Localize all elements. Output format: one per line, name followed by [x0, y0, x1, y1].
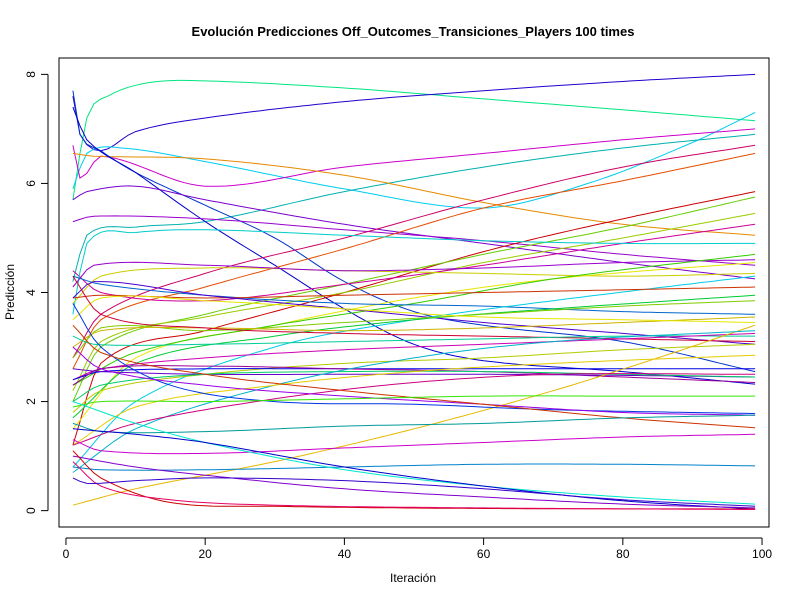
series-line-18 [72, 267, 756, 304]
series-line-19 [72, 259, 756, 288]
x-tick-label: 60 [477, 547, 491, 561]
series-line-41 [72, 373, 756, 446]
series-line-49 [72, 401, 756, 505]
series-line-51 [72, 455, 756, 509]
series-line-16 [72, 223, 756, 302]
x-axis: 0 20 40 60 80 100 [63, 537, 772, 561]
series-line-35 [72, 365, 756, 386]
series-line-27 [72, 300, 756, 359]
series-line-6 [72, 152, 756, 236]
series-line-15 [72, 212, 756, 391]
series-lines [72, 73, 756, 510]
series-line-32 [72, 332, 756, 381]
series-line-36 [72, 368, 756, 378]
series-line-24 [72, 286, 756, 299]
series-line-46 [72, 414, 756, 434]
x-tick-label: 80 [616, 547, 630, 561]
x-tick-label: 100 [752, 547, 772, 561]
series-line-50 [72, 428, 756, 510]
series-line-1 [72, 79, 756, 200]
chart-title: Evolución Predicciones Off_Outcomes_Tran… [192, 24, 635, 39]
y-tick-label: 4 [24, 289, 38, 296]
series-line-39 [72, 330, 756, 473]
series-line-53 [72, 461, 756, 510]
y-tick-label: 8 [24, 71, 38, 78]
y-tick-label: 0 [24, 507, 38, 514]
series-line-10 [72, 215, 756, 266]
series-line-13 [72, 144, 756, 359]
x-tick-label: 20 [198, 547, 212, 561]
y-axis-label: Predicción [3, 264, 17, 320]
series-line-17 [72, 229, 756, 315]
series-line-12 [72, 152, 756, 370]
series-line-43 [72, 346, 756, 416]
series-line-25 [72, 281, 756, 345]
series-line-33 [72, 343, 756, 413]
series-line-4 [72, 128, 756, 187]
series-line-42 [72, 303, 756, 415]
x-axis-label: Iteración [390, 571, 436, 585]
plot-frame [58, 57, 770, 528]
series-line-47 [72, 433, 756, 455]
y-axis: 0 2 4 6 8 [24, 71, 49, 514]
series-line-40 [72, 354, 756, 446]
series-line-5 [72, 133, 756, 282]
series-line-21 [72, 253, 756, 386]
series-line-9 [72, 185, 756, 280]
series-line-48 [72, 463, 756, 471]
series-line-28 [72, 316, 756, 348]
series-line-2 [72, 73, 756, 152]
x-tick-label: 0 [63, 547, 70, 561]
series-line-30 [72, 275, 756, 343]
series-line-29 [72, 295, 756, 323]
series-line-22 [72, 275, 756, 315]
series-line-14 [72, 196, 756, 402]
x-tick-label: 40 [338, 547, 352, 561]
series-line-7 [72, 90, 756, 373]
y-tick-label: 2 [24, 398, 38, 405]
series-line-45 [72, 395, 756, 408]
series-line-54 [72, 477, 756, 507]
series-line-34 [72, 368, 756, 381]
series-line-26 [72, 294, 756, 419]
y-tick-label: 6 [24, 180, 38, 187]
